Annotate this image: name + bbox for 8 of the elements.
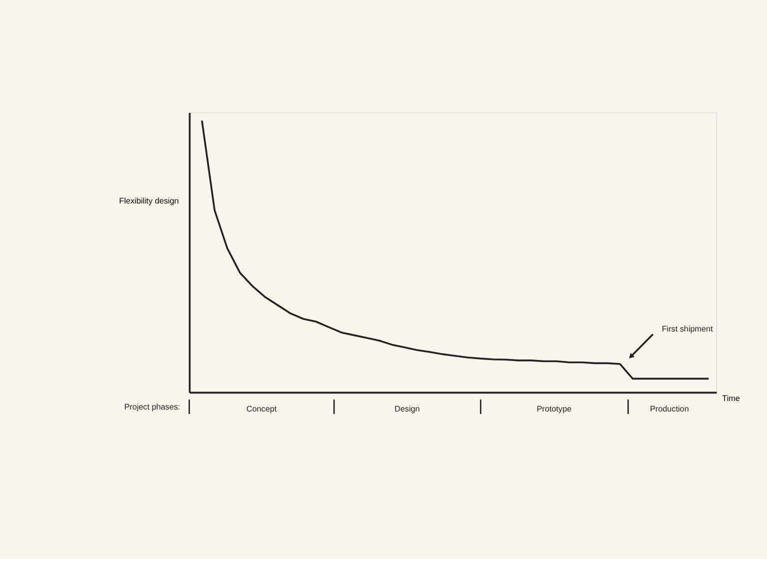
text: Production [650, 404, 689, 414]
text: Project phases: [124, 402, 180, 412]
text: Design [394, 404, 420, 414]
y-axis-title: Flexibility design [119, 196, 179, 206]
annotation: First shipment [662, 324, 714, 334]
text: Prototype [536, 404, 572, 414]
text: Concept [246, 404, 278, 414]
x-axis-title: Time [722, 394, 740, 403]
